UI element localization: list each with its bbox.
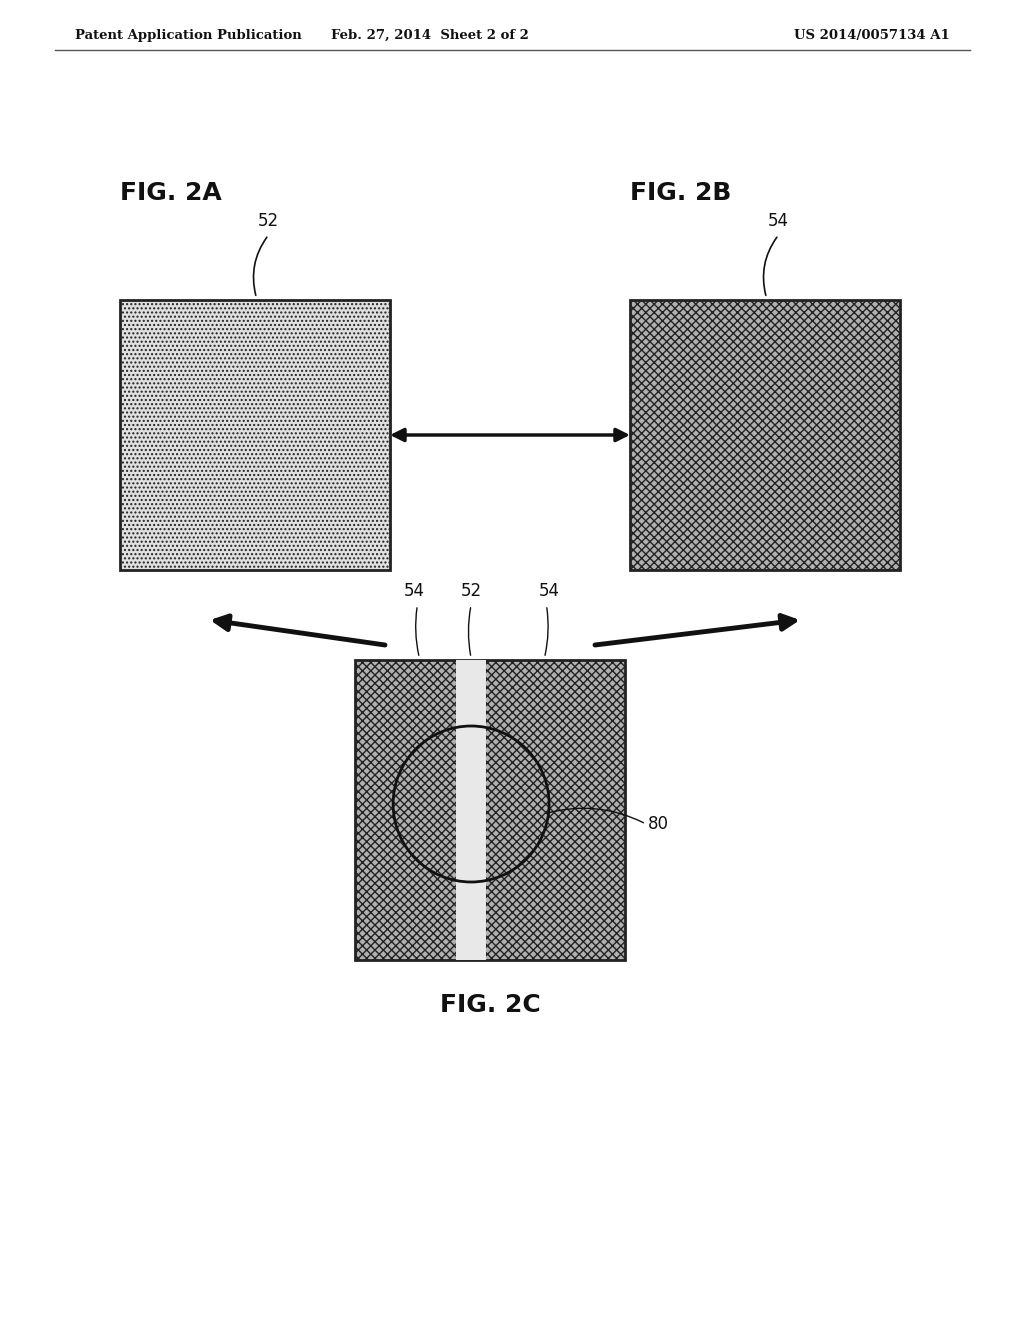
Text: 54: 54 [539,582,560,601]
Text: 54: 54 [768,213,790,230]
Text: 54: 54 [403,582,425,601]
Bar [120,300,390,570]
Bar [456,660,486,960]
Bar [630,300,900,570]
Text: US 2014/0057134 A1: US 2014/0057134 A1 [795,29,950,41]
Text: 52: 52 [461,582,481,601]
Text: Patent Application Publication: Patent Application Publication [75,29,302,41]
Text: 80: 80 [648,814,669,833]
Text: 52: 52 [258,213,280,230]
Text: FIG. 2A: FIG. 2A [120,181,222,205]
Text: FIG. 2B: FIG. 2B [630,181,731,205]
Text: Feb. 27, 2014  Sheet 2 of 2: Feb. 27, 2014 Sheet 2 of 2 [331,29,529,41]
Bar [355,660,625,960]
Text: FIG. 2C: FIG. 2C [439,993,541,1016]
